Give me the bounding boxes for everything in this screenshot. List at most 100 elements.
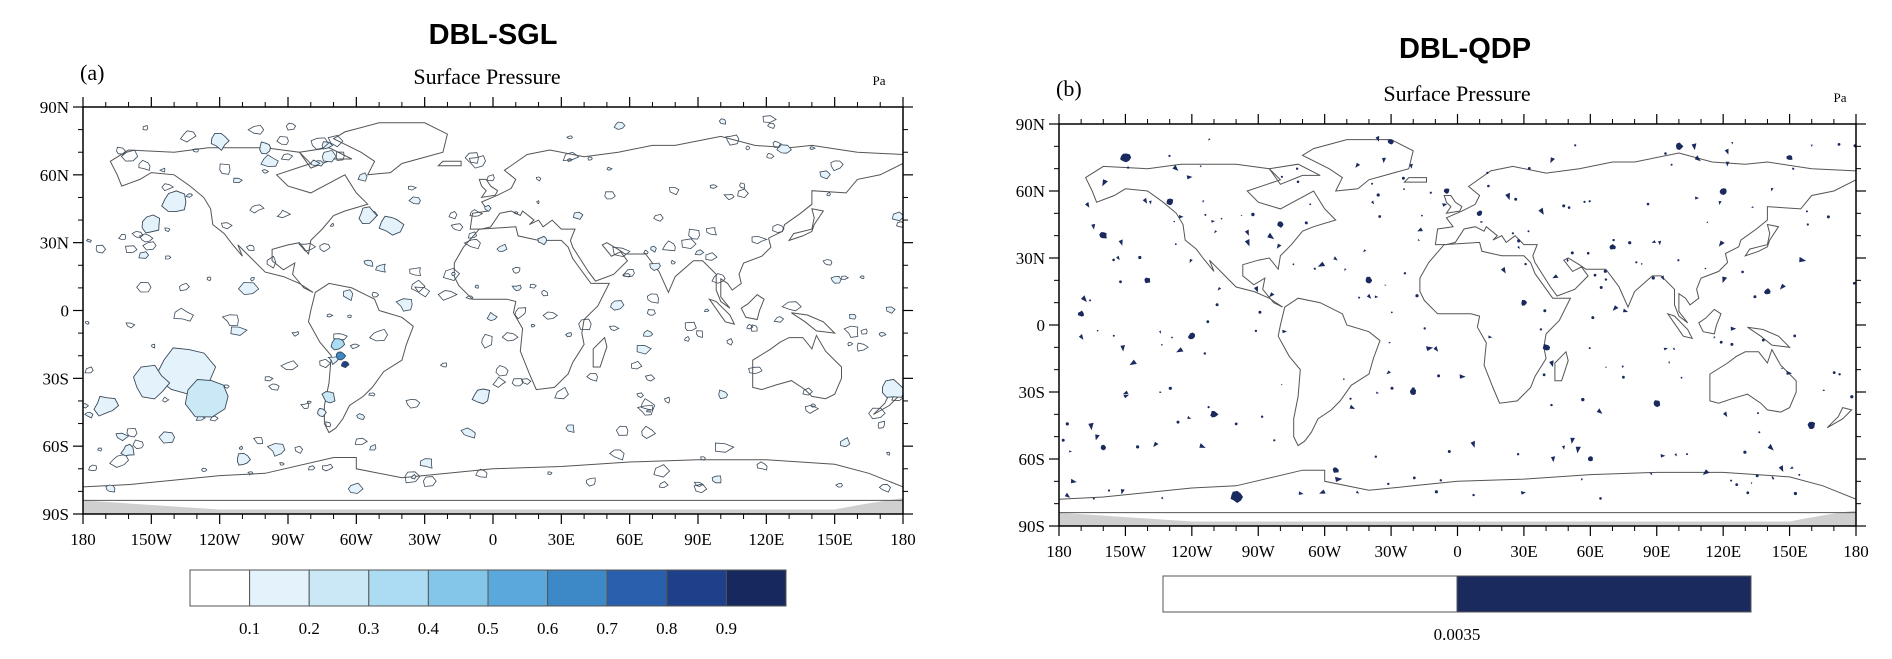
contour-speckle bbox=[219, 163, 231, 175]
x-tick-label: 180 bbox=[1843, 542, 1869, 561]
speckle-dot bbox=[1757, 412, 1759, 415]
speckle-shard bbox=[1781, 367, 1784, 370]
contour-speckle bbox=[630, 360, 643, 370]
data-region bbox=[236, 452, 251, 466]
speckle-shard bbox=[1822, 389, 1825, 392]
speckle-shard bbox=[1724, 148, 1729, 155]
x-tick-label: 0 bbox=[489, 530, 498, 549]
contour-speckle bbox=[835, 482, 843, 488]
speckle-dot bbox=[1203, 352, 1207, 355]
speckle-dot bbox=[1837, 143, 1841, 146]
speckle-dot bbox=[1439, 479, 1443, 482]
speckle-shard bbox=[1725, 161, 1730, 167]
speckle-shard bbox=[1118, 239, 1123, 246]
speckle-dot bbox=[1295, 167, 1299, 170]
speckle-shard bbox=[1244, 239, 1250, 247]
y-tick-label: 0 bbox=[1037, 316, 1046, 335]
coastline-new-zealand bbox=[1826, 407, 1853, 429]
x-tick-label: 60W bbox=[340, 530, 374, 549]
data-region bbox=[1099, 232, 1107, 239]
speckle-dot bbox=[1677, 259, 1680, 262]
speckle-shard bbox=[1214, 230, 1218, 234]
contour-speckle bbox=[737, 188, 749, 199]
speckle-shard bbox=[1186, 175, 1193, 180]
contour-speckle bbox=[310, 159, 321, 166]
contour-speckle bbox=[481, 333, 493, 349]
speckle-dot bbox=[1174, 243, 1177, 246]
contour-speckle bbox=[192, 148, 199, 153]
contour-speckle bbox=[468, 155, 486, 169]
data-region bbox=[141, 214, 161, 234]
contour-speckle bbox=[718, 389, 729, 400]
speckle-shard bbox=[1376, 391, 1379, 394]
colorbar-swatch bbox=[1456, 575, 1752, 613]
contour-speckle bbox=[636, 405, 654, 416]
data-region bbox=[210, 132, 230, 151]
contour-speckle bbox=[830, 276, 842, 284]
speckle-shard bbox=[1470, 440, 1475, 448]
contour-speckle bbox=[310, 137, 329, 150]
speckle-dot bbox=[1280, 175, 1283, 178]
speckle-dot bbox=[1161, 344, 1163, 346]
speckle-dot bbox=[1850, 395, 1854, 399]
speckle-shard bbox=[1355, 162, 1361, 168]
speckle-dot bbox=[1793, 334, 1797, 338]
contour-speckle bbox=[261, 169, 270, 174]
contour-speckle bbox=[762, 115, 777, 123]
contour-speckle bbox=[276, 136, 289, 146]
contour-speckle bbox=[408, 196, 421, 205]
colorbar-swatch bbox=[1162, 575, 1458, 613]
contour-speckle bbox=[822, 259, 833, 266]
contour-speckle bbox=[327, 135, 344, 148]
data-region bbox=[1365, 276, 1373, 284]
data-region bbox=[1786, 155, 1793, 160]
speckle-shard bbox=[1217, 287, 1222, 291]
contour-speckle bbox=[280, 360, 299, 371]
speckle-shard bbox=[1786, 370, 1792, 375]
contour-speckle bbox=[375, 263, 386, 273]
speckle-dot bbox=[1635, 261, 1638, 264]
speckle-dot bbox=[1651, 276, 1655, 280]
contour-speckle bbox=[200, 467, 208, 473]
contour-speckle bbox=[247, 471, 254, 476]
polar-shading bbox=[83, 498, 903, 514]
contour-speckle bbox=[843, 325, 859, 338]
speckle-dot bbox=[1743, 450, 1747, 454]
contour-speckle bbox=[97, 447, 102, 452]
y-tick-label: 60S bbox=[1019, 450, 1045, 469]
speckle-shard bbox=[1333, 256, 1338, 261]
contour-speckle bbox=[766, 152, 775, 159]
speckle-shard bbox=[1160, 496, 1164, 500]
speckle-dot bbox=[1472, 493, 1475, 497]
data-region bbox=[1332, 467, 1339, 473]
contour-speckle bbox=[463, 238, 481, 250]
speckle-shard bbox=[1810, 144, 1813, 148]
colorbar-swatch bbox=[725, 569, 787, 607]
speckle-shard bbox=[1240, 214, 1243, 216]
contour-speckle bbox=[802, 387, 813, 396]
speckle-dot bbox=[1527, 230, 1530, 233]
map-area bbox=[1059, 124, 1856, 526]
contour-speckle bbox=[669, 187, 680, 196]
coastline-antarctica bbox=[83, 457, 903, 501]
contour-speckle bbox=[612, 246, 631, 258]
contour-speckle bbox=[748, 366, 763, 374]
speckle-dot bbox=[1566, 259, 1569, 262]
contour-speckle bbox=[896, 221, 903, 228]
contour-speckle bbox=[298, 242, 317, 252]
speckle-shard bbox=[1480, 220, 1484, 224]
speckle-shard bbox=[1409, 163, 1413, 169]
coastline-japan bbox=[1744, 223, 1780, 257]
x-tick-label: 150W bbox=[131, 530, 174, 549]
speckle-shard bbox=[1778, 465, 1784, 472]
contour-speckle bbox=[723, 194, 735, 201]
units-label: Pa bbox=[1834, 90, 1847, 105]
speckle-dot bbox=[1603, 269, 1607, 273]
y-tick-label: 30S bbox=[1019, 383, 1045, 402]
speckle-dot bbox=[1112, 258, 1115, 262]
contour-speckle bbox=[132, 439, 144, 450]
coastline-north-america bbox=[1084, 163, 1337, 308]
speckle-shard bbox=[1500, 266, 1506, 274]
speckle-dot bbox=[1621, 365, 1624, 368]
contour-speckle bbox=[547, 471, 553, 475]
